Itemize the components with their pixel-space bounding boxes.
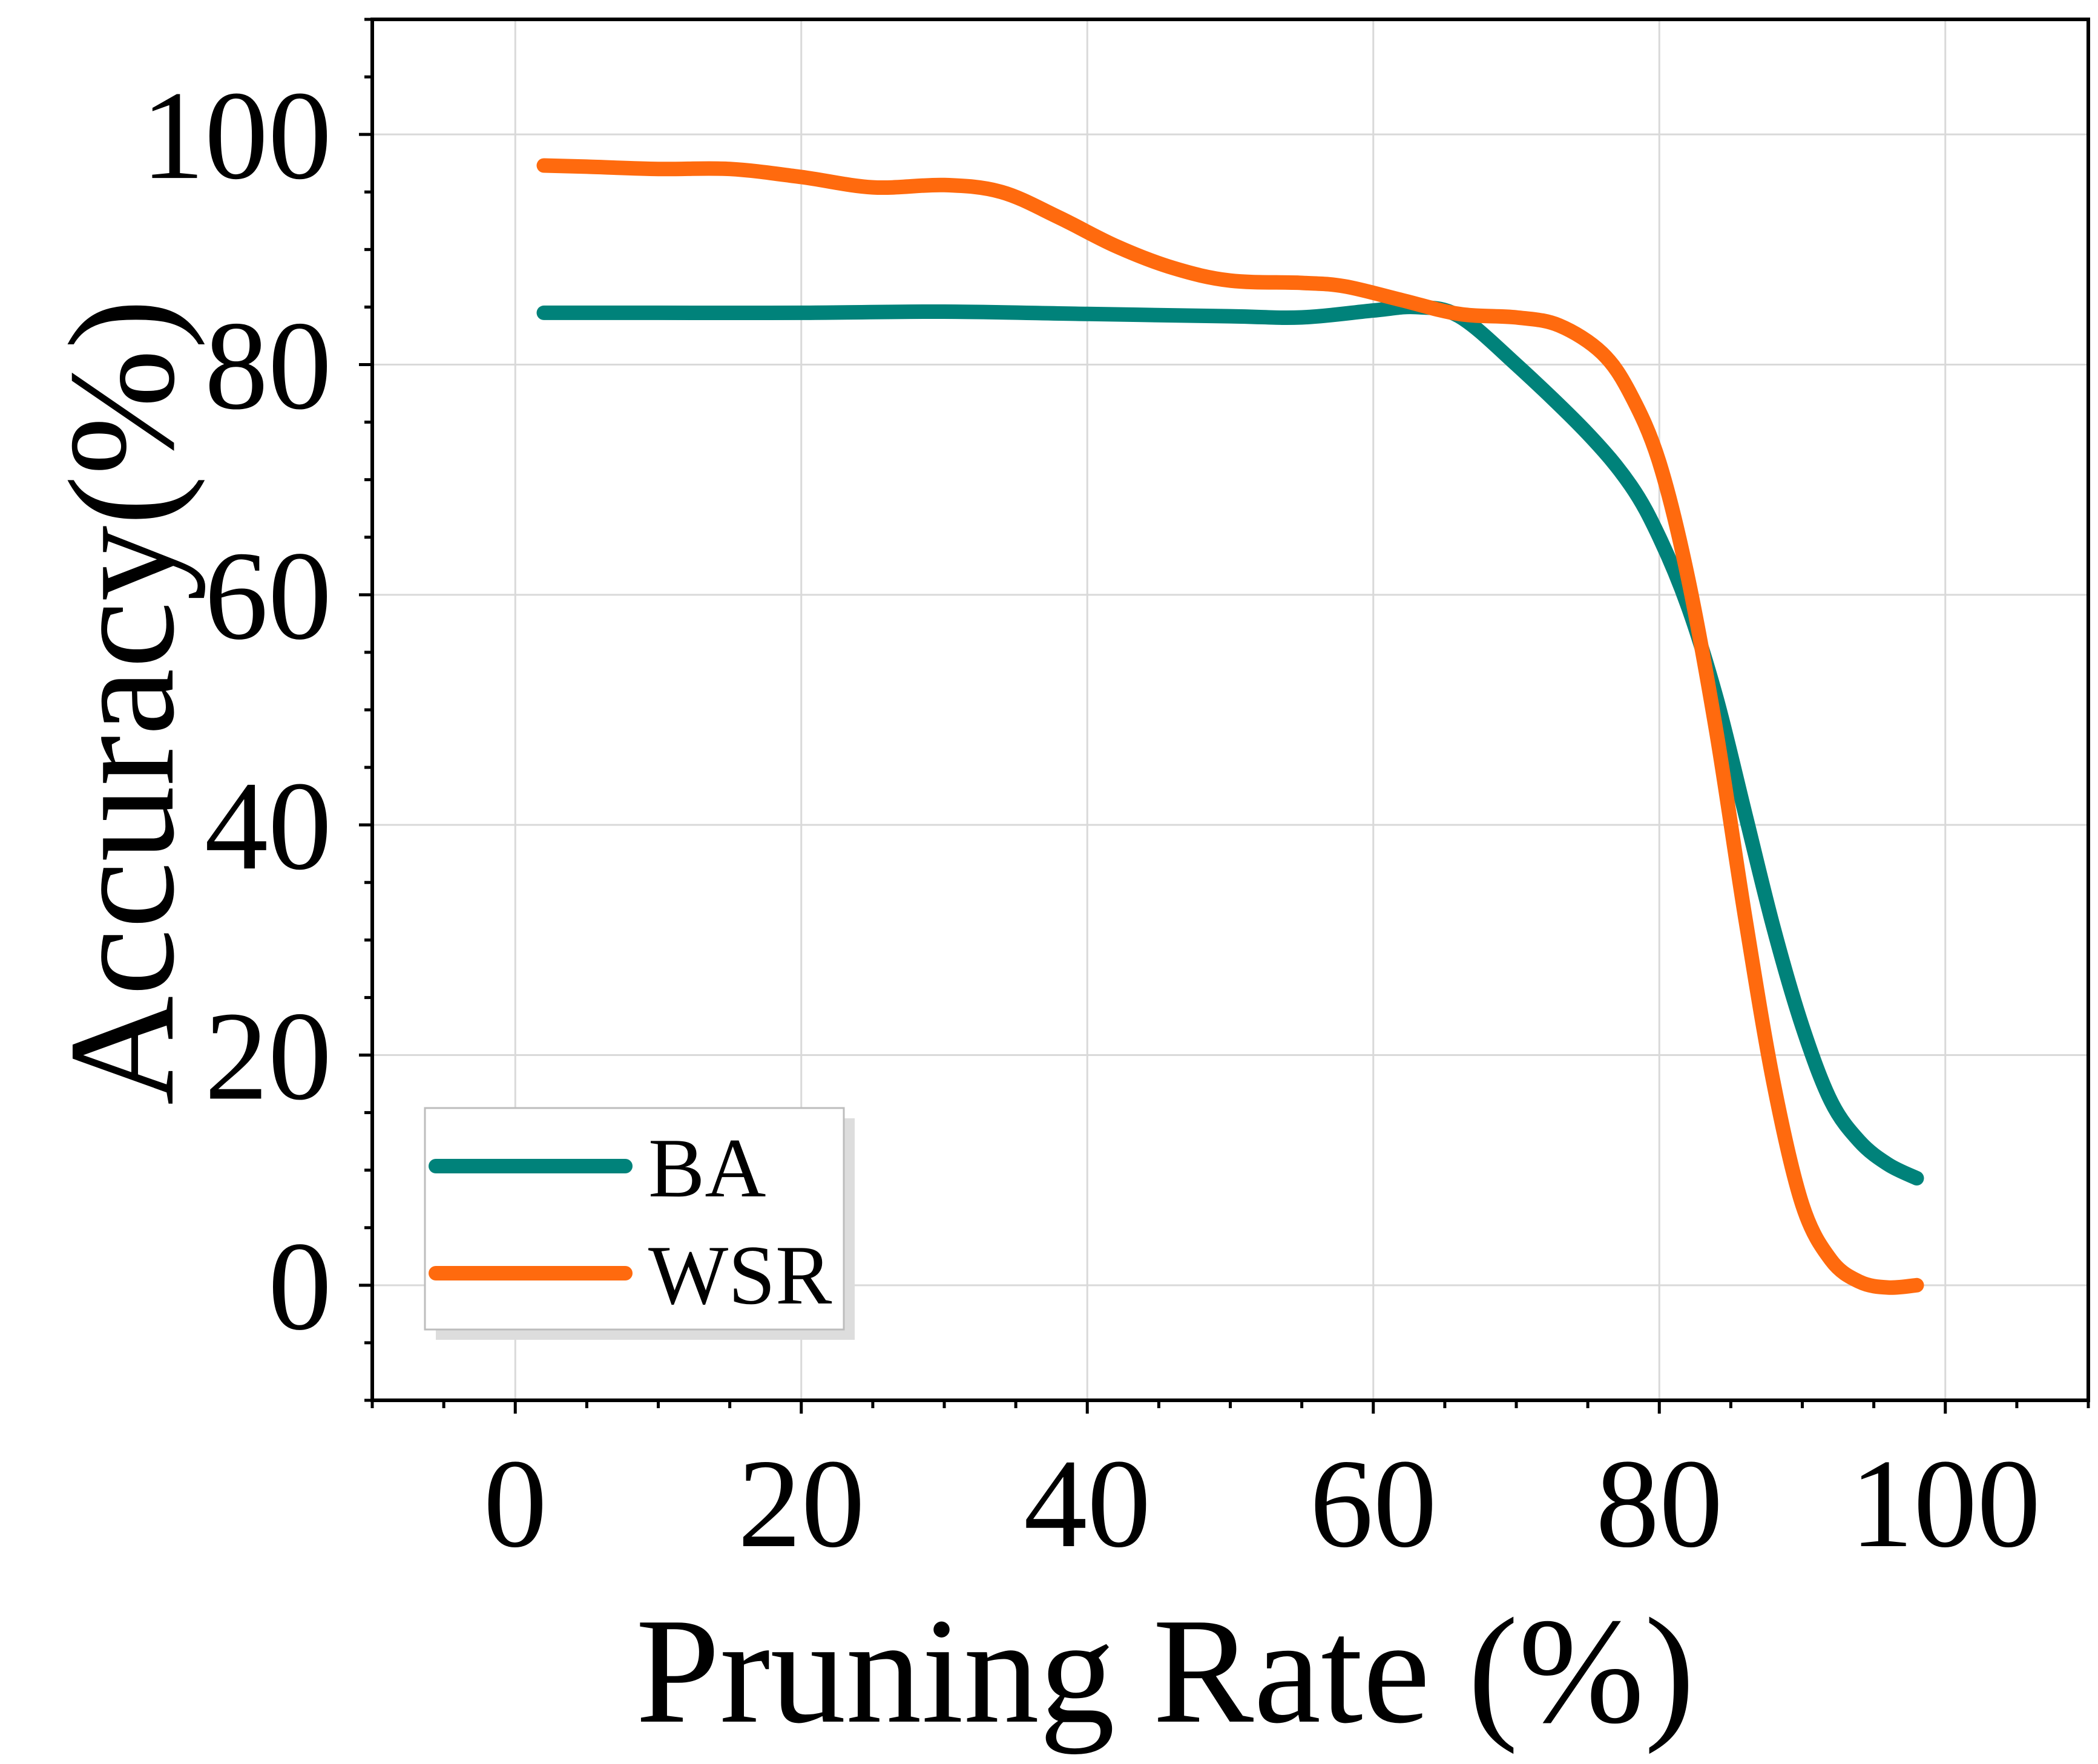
y-tick-label: 100 xyxy=(141,65,332,206)
y-tick-label: 60 xyxy=(205,526,332,666)
y-tick-label: 80 xyxy=(205,296,332,436)
legend: BA WSR xyxy=(424,1107,855,1340)
legend-label-ba: BA xyxy=(648,1121,766,1215)
x-tick-label: 40 xyxy=(1024,1434,1151,1574)
series-lines xyxy=(536,158,1924,1295)
y-tick-label: 20 xyxy=(205,986,332,1127)
series-line-ba xyxy=(536,300,1924,1185)
series-line-wsr xyxy=(536,158,1924,1295)
tick-labels: 0 20 40 60 80 100 0 20 40 60 80 100 xyxy=(141,65,2040,1574)
legend-label-wsr: WSR xyxy=(648,1228,832,1322)
x-axis-label: Pruning Rate (%) xyxy=(636,1587,1695,1755)
y-tick-label: 40 xyxy=(205,756,332,896)
x-tick-label: 100 xyxy=(1850,1434,2040,1574)
x-tick-label: 0 xyxy=(484,1434,547,1574)
y-axis-label: Accuracy(%) xyxy=(38,299,206,1105)
legend-box xyxy=(424,1107,845,1331)
x-tick-label: 20 xyxy=(738,1434,865,1574)
axis-ticks xyxy=(359,18,2090,1414)
x-tick-label: 60 xyxy=(1310,1434,1437,1574)
legend-entries: BA WSR xyxy=(429,1121,832,1322)
y-tick-label: 0 xyxy=(268,1216,332,1357)
x-tick-label: 80 xyxy=(1596,1434,1723,1574)
